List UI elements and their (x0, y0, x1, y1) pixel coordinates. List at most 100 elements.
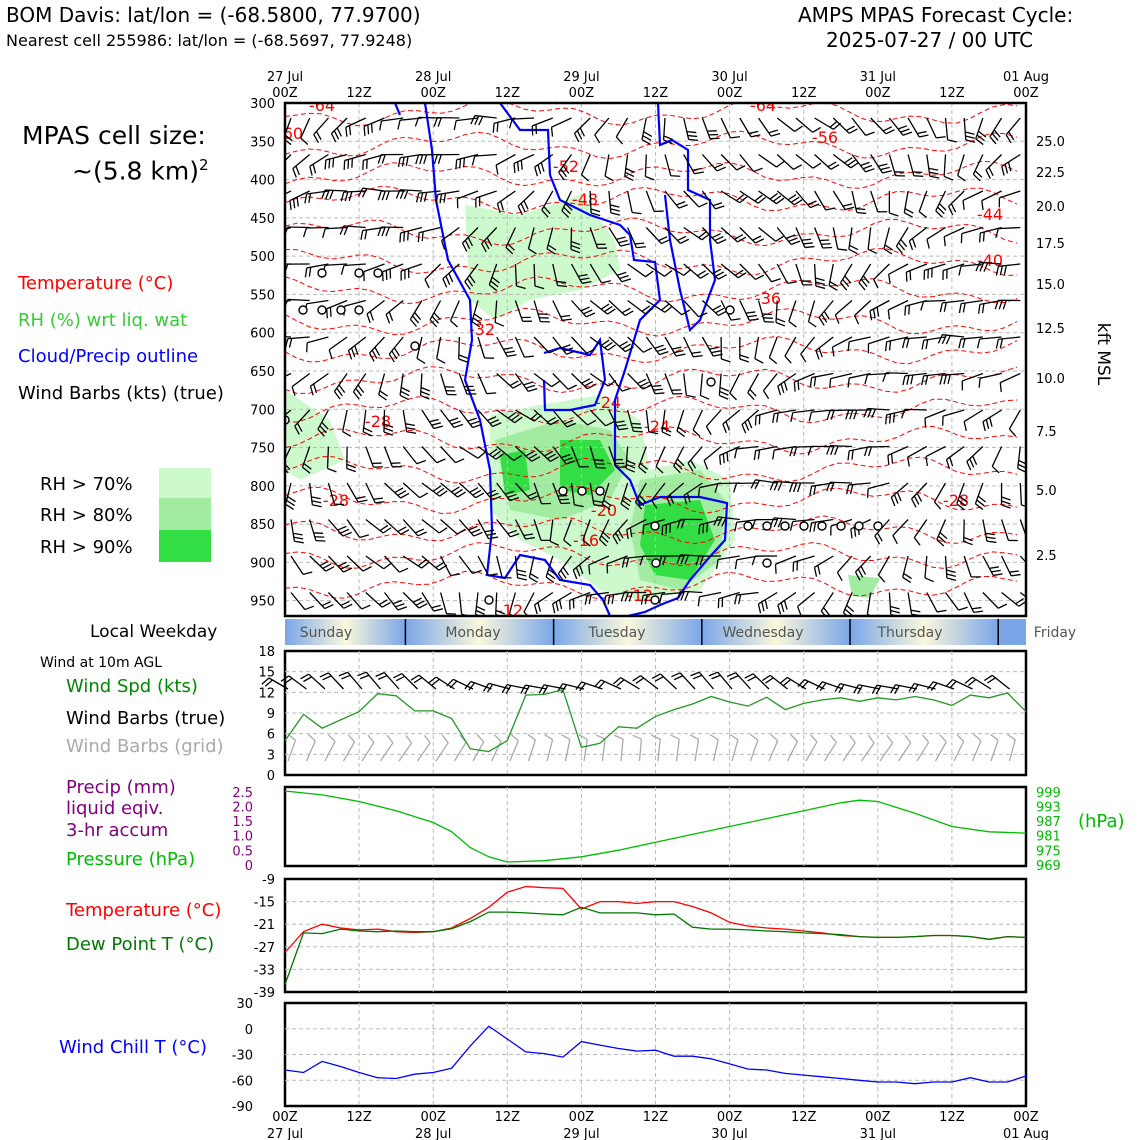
bottom-day-label: 29 Jul (563, 1127, 599, 1140)
wind-barb (517, 190, 535, 216)
wind-barb (285, 226, 292, 231)
wind-speed-tick-label: 15 (258, 666, 275, 681)
wind-barb (378, 373, 388, 401)
wind-barb (552, 373, 577, 390)
wind-barb (514, 336, 534, 358)
wind-barb (570, 482, 584, 508)
calm-circle (484, 595, 494, 605)
wind-barb (863, 407, 890, 419)
top-day-label: 29 Jul (563, 70, 599, 85)
wind-barb (608, 373, 632, 392)
bottom-day-label: 27 Jul (267, 1127, 303, 1140)
wind-barb (644, 154, 655, 181)
wind-barb (339, 225, 366, 236)
wind-barb (655, 446, 666, 474)
wind-barb (962, 190, 984, 210)
wind-barb (717, 591, 740, 609)
wind-barb (776, 190, 803, 206)
pressure-tick-label: 450 (250, 212, 275, 227)
pressure-tick-label: 650 (250, 365, 275, 380)
wind-barb (571, 336, 596, 354)
legend-rh80: RH > 80% (40, 505, 133, 526)
wind-barb (362, 153, 385, 170)
temperature-label: -16 (573, 531, 599, 550)
wind-barb (851, 190, 867, 215)
surface-wind-barb (651, 673, 677, 690)
wind-barb (661, 409, 672, 437)
wind-barb (322, 226, 348, 239)
pressure-tick-label: 550 (250, 288, 275, 303)
wind-barb (918, 190, 928, 219)
wind-barb (1005, 117, 1021, 144)
wind-barb (399, 226, 423, 243)
surface-wind-barb (501, 684, 529, 694)
wind-barb (421, 592, 444, 612)
wind-barb (664, 190, 688, 209)
grid-wind-barb (527, 733, 537, 762)
wind-barb (620, 482, 632, 511)
wind-barb (813, 227, 833, 249)
grid-wind-barb (823, 734, 837, 762)
wind-barb (309, 372, 329, 396)
wind-barb (985, 154, 1003, 179)
wind-barb (701, 154, 727, 172)
wind-barb (421, 446, 446, 464)
wind-barb (496, 482, 520, 502)
wind-barb (739, 300, 759, 321)
wind-barb (944, 555, 957, 582)
wind-barb (747, 373, 760, 401)
wind-barb (365, 592, 391, 608)
surface-wind-barb (393, 673, 418, 690)
wind-barb (813, 555, 834, 577)
wind-barb (309, 153, 329, 176)
wind-barb (533, 591, 554, 615)
wind-barb (692, 409, 703, 437)
wind-barb (664, 300, 691, 316)
wind-barb (826, 481, 853, 492)
rh-region (848, 575, 880, 598)
wind-barb (496, 519, 520, 538)
wind-barb (719, 445, 741, 465)
wind-barb (698, 518, 722, 535)
wind-barb (882, 372, 909, 382)
wind-barb (963, 519, 973, 546)
wind-chill-line (284, 1025, 1027, 1085)
grid-wind-barb (934, 734, 947, 762)
wind-barb (301, 446, 312, 474)
wind-barb (683, 300, 708, 318)
wind-barb (845, 409, 871, 420)
wind-barb (514, 519, 535, 540)
surface-wind-barb (538, 684, 566, 695)
wind-barb (754, 409, 778, 426)
weekday-cell (285, 619, 406, 645)
legend-cloud: Cloud/Precip outline (18, 346, 199, 367)
temperature-contour (285, 185, 1018, 215)
wind-barb (627, 336, 653, 353)
cloud-outline (423, 103, 612, 616)
wind-barb (624, 154, 635, 182)
grid-wind-barb (544, 733, 554, 762)
wind-barb (606, 555, 628, 574)
wind-barb (415, 190, 441, 203)
wind-barb (552, 446, 576, 465)
wind-barb (943, 226, 965, 247)
wind-barb (417, 226, 441, 243)
wind-barb (458, 592, 472, 616)
bottom-tick-label: 00Z (569, 1110, 595, 1125)
wind-barb (455, 153, 479, 170)
wind-barb (957, 154, 966, 182)
wind-barb (626, 190, 642, 215)
wind-barb (470, 114, 497, 126)
wind-barb (966, 446, 984, 471)
surface-wind-barb (964, 676, 992, 690)
wind-chill-tick-label: 30 (236, 997, 253, 1012)
bottom-day-label: 31 Jul (860, 1127, 896, 1140)
wind-barb (936, 519, 948, 547)
wind-barb (384, 482, 410, 499)
wind-barb (324, 153, 348, 170)
wind-speed-tick-label: 6 (267, 728, 275, 743)
wind-barb (285, 154, 292, 162)
wind-barb (326, 299, 348, 319)
wind-barb (608, 446, 626, 468)
wind-barb (911, 482, 928, 508)
